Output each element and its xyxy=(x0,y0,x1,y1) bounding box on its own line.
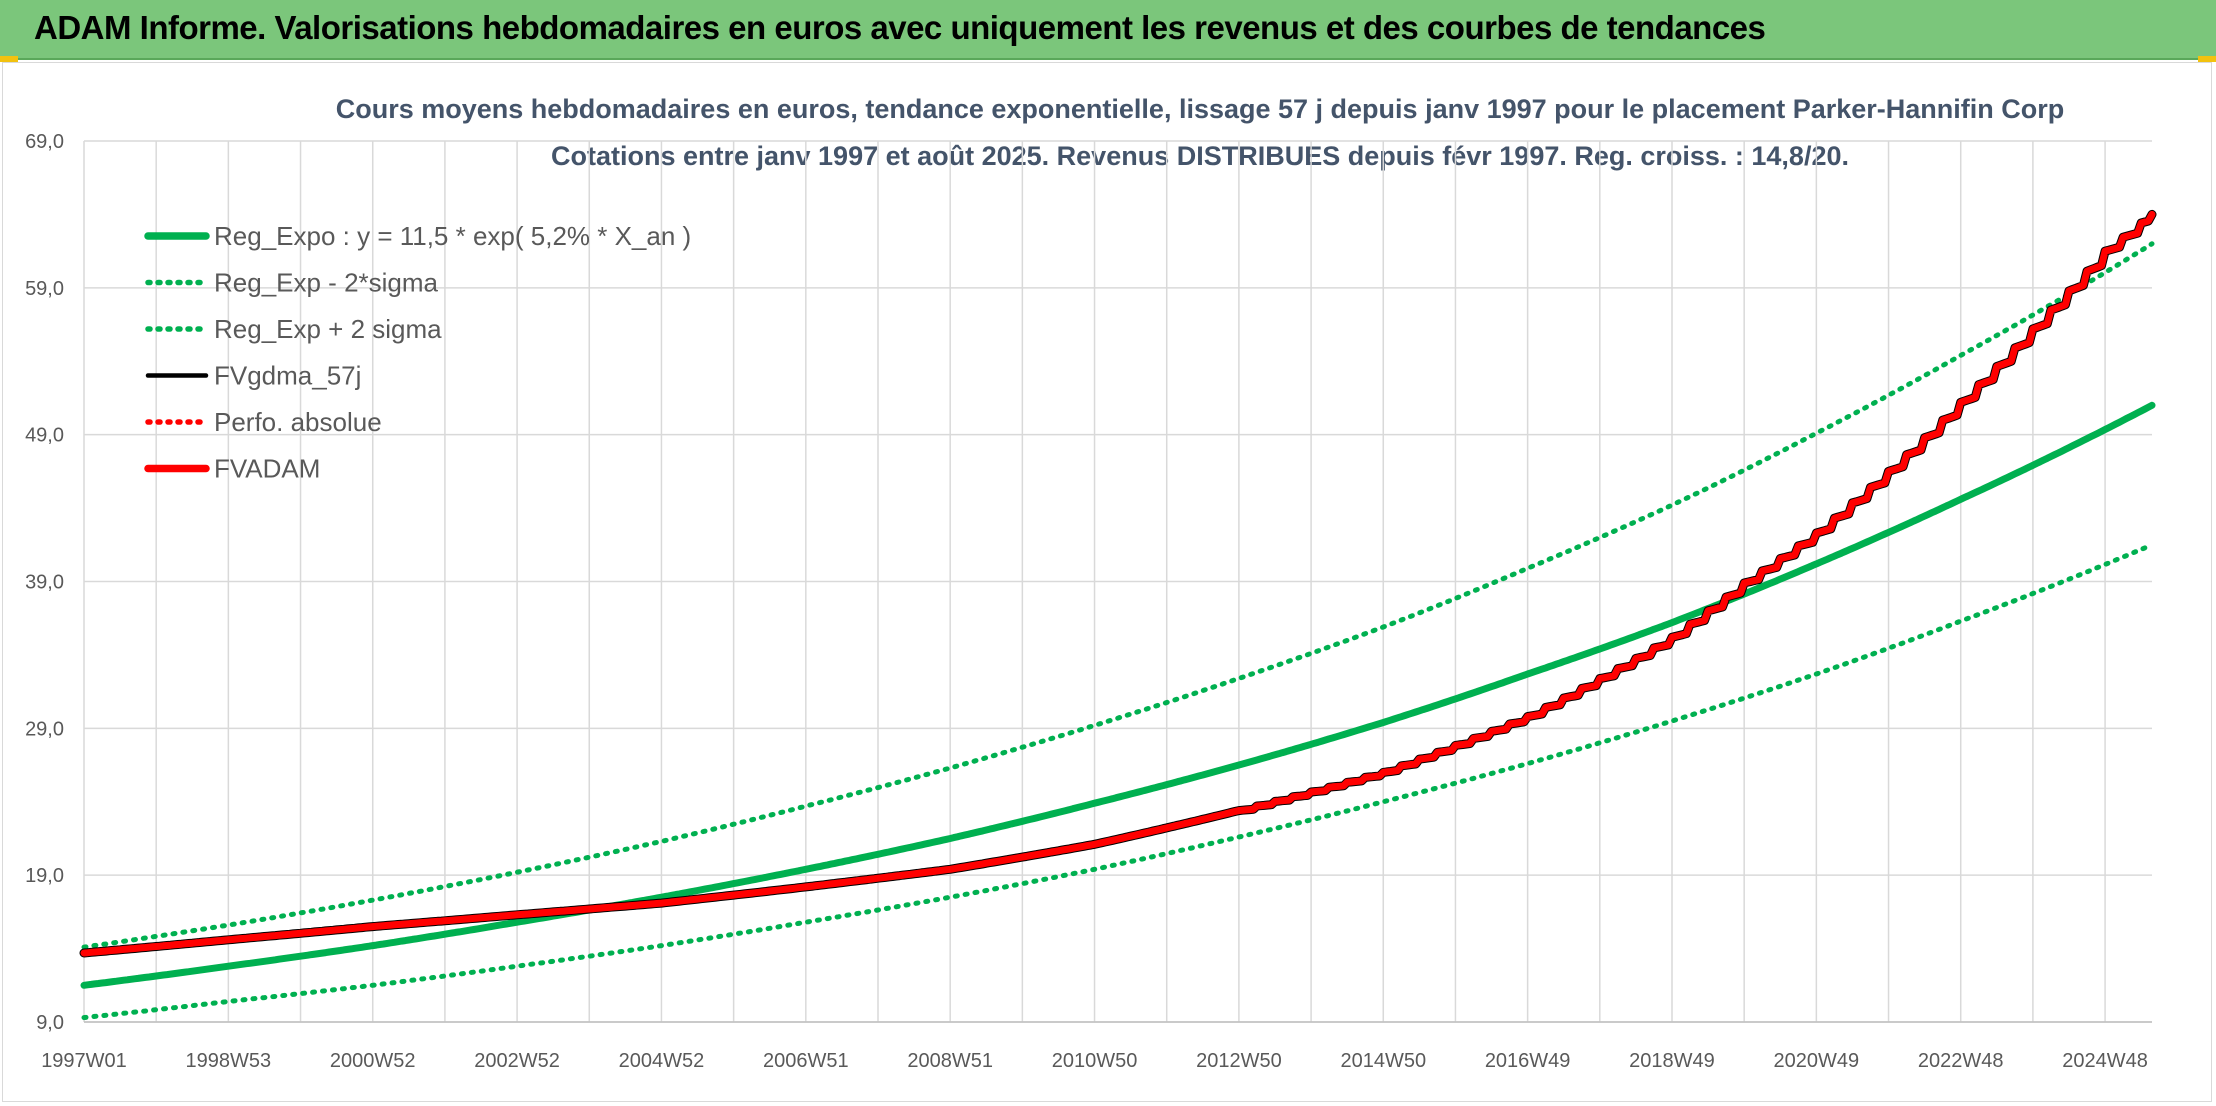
x-tick-label: 2014W50 xyxy=(1340,1050,1426,1072)
corner-marker xyxy=(0,56,18,62)
x-tick-label: 2002W52 xyxy=(474,1050,560,1072)
corner-marker xyxy=(2198,56,2216,62)
chart-frame xyxy=(2,62,2212,1102)
chart-title: Cours moyens hebdomadaires en euros, ten… xyxy=(336,94,2065,124)
y-tick-label: 59,0 xyxy=(25,278,64,300)
x-tick-label: 1998W53 xyxy=(186,1050,272,1072)
series-line xyxy=(80,210,2156,957)
series-line xyxy=(81,241,2155,950)
legend-label: Reg_Exp - 2*sigma xyxy=(214,268,439,298)
page-title: ADAM Informe. Valorisations hebdomadaire… xyxy=(34,9,1766,46)
y-tick-label: 39,0 xyxy=(25,572,64,594)
x-tick-label: 1997W01 xyxy=(41,1050,127,1072)
y-tick-label: 29,0 xyxy=(25,718,64,740)
y-tick-label: 19,0 xyxy=(25,865,64,887)
x-tick-label: 2024W48 xyxy=(2062,1050,2148,1072)
legend-label: Reg_Exp + 2 sigma xyxy=(214,314,442,344)
x-tick-label: 2010W50 xyxy=(1052,1050,1138,1072)
series-line xyxy=(80,401,2156,989)
x-tick-label: 2004W52 xyxy=(619,1050,705,1072)
y-tick-label: 69,0 xyxy=(25,131,64,153)
legend-label: FVgdma_57j xyxy=(214,361,361,391)
x-tick-label: 2020W49 xyxy=(1774,1050,1860,1072)
chart-subtitle: Cotations entre janv 1997 et août 2025. … xyxy=(551,141,1849,171)
x-tick-label: 2022W48 xyxy=(1918,1050,2004,1072)
x-tick-label: 2008W51 xyxy=(907,1050,993,1072)
legend-label: Reg_Expo : y = 11,5 * exp( 5,2% * X_an ) xyxy=(214,221,691,251)
y-tick-label: 49,0 xyxy=(25,425,64,447)
x-tick-label: 2000W52 xyxy=(330,1050,416,1072)
x-tick-label: 2016W49 xyxy=(1485,1050,1571,1072)
header-banner: ADAM Informe. Valorisations hebdomadaire… xyxy=(0,0,2216,60)
legend: Reg_Expo : y = 11,5 * exp( 5,2% * X_an )… xyxy=(144,221,691,484)
x-tick-label: 2006W51 xyxy=(763,1050,849,1072)
y-tick-label: 9,0 xyxy=(36,1012,64,1034)
x-tick-label: 2018W49 xyxy=(1629,1050,1715,1072)
x-tick-label: 2012W50 xyxy=(1196,1050,1282,1072)
legend-label: Perfo. absolue xyxy=(214,407,382,437)
legend-label: FVADAM xyxy=(214,454,320,484)
axes: 69,0 59,0 49,0 39,0 29,0 19,0 9,0 1997W01 1998W5… xyxy=(25,131,2152,1072)
series-line xyxy=(81,542,2155,1021)
series xyxy=(79,209,2157,1021)
